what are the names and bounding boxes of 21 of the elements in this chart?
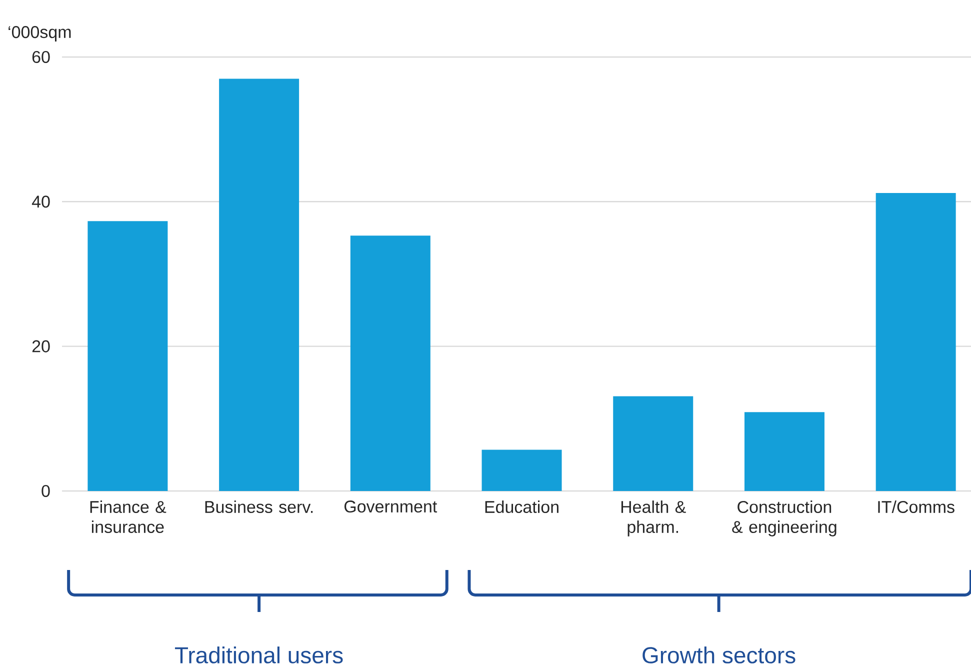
x-tick-label: Business serv. (205, 500, 313, 514)
y-tick-label: 20 (32, 340, 50, 352)
y-tick-label: 40 (32, 196, 50, 208)
x-tick-label: Construction & engineering (732, 500, 836, 536)
x-tick-label: Health & pharm. (621, 500, 686, 536)
y-axis-title: ‘000sqm (8, 26, 71, 42)
bar (350, 236, 430, 491)
y-tick-label: 0 (42, 484, 50, 498)
bar (482, 450, 562, 491)
bar (88, 221, 168, 491)
bar (744, 412, 824, 491)
x-tick-label: Finance & insurance (90, 500, 166, 534)
bar (613, 396, 694, 491)
text: Growth sectors (642, 646, 796, 664)
x-tick-label: Government (344, 500, 438, 513)
bar (219, 78, 300, 491)
x-tick-label: IT/Comms (878, 500, 954, 514)
y-tick-label: 60 (32, 50, 50, 64)
text: Traditional users (174, 646, 343, 664)
x-tick-label: Education (485, 500, 558, 514)
bar (876, 192, 956, 491)
